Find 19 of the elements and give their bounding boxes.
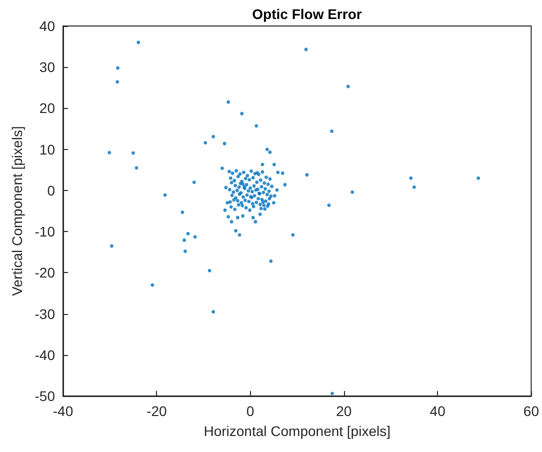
y-tick-label: 30 — [39, 59, 56, 76]
y-tick-label: -50 — [34, 388, 56, 404]
x-tick-label: -20 — [146, 403, 167, 419]
x-tick-label: 20 — [336, 403, 352, 419]
x-tick-label: -40 — [52, 403, 74, 419]
y-axis-title: Vertical Component [pixels] — [8, 126, 25, 296]
x-tick-label: 0 — [246, 403, 254, 419]
y-tick-label: -10 — [34, 224, 56, 240]
y-tick-label: -30 — [34, 306, 56, 322]
y-tick-label: 40 — [39, 18, 56, 34]
y-tick-label: 20 — [39, 100, 56, 116]
y-tick-label: 0 — [47, 182, 56, 198]
y-tick-label: -40 — [34, 346, 56, 363]
x-tick-label: 40 — [430, 403, 446, 419]
x-tick-label: 60 — [523, 403, 540, 419]
y-tick-label: 10 — [39, 141, 56, 158]
chart-title: Optic Flow Error — [252, 6, 362, 22]
y-tick-label: -20 — [34, 264, 56, 281]
x-axis-title: Horizontal Component [pixels] — [204, 423, 390, 439]
